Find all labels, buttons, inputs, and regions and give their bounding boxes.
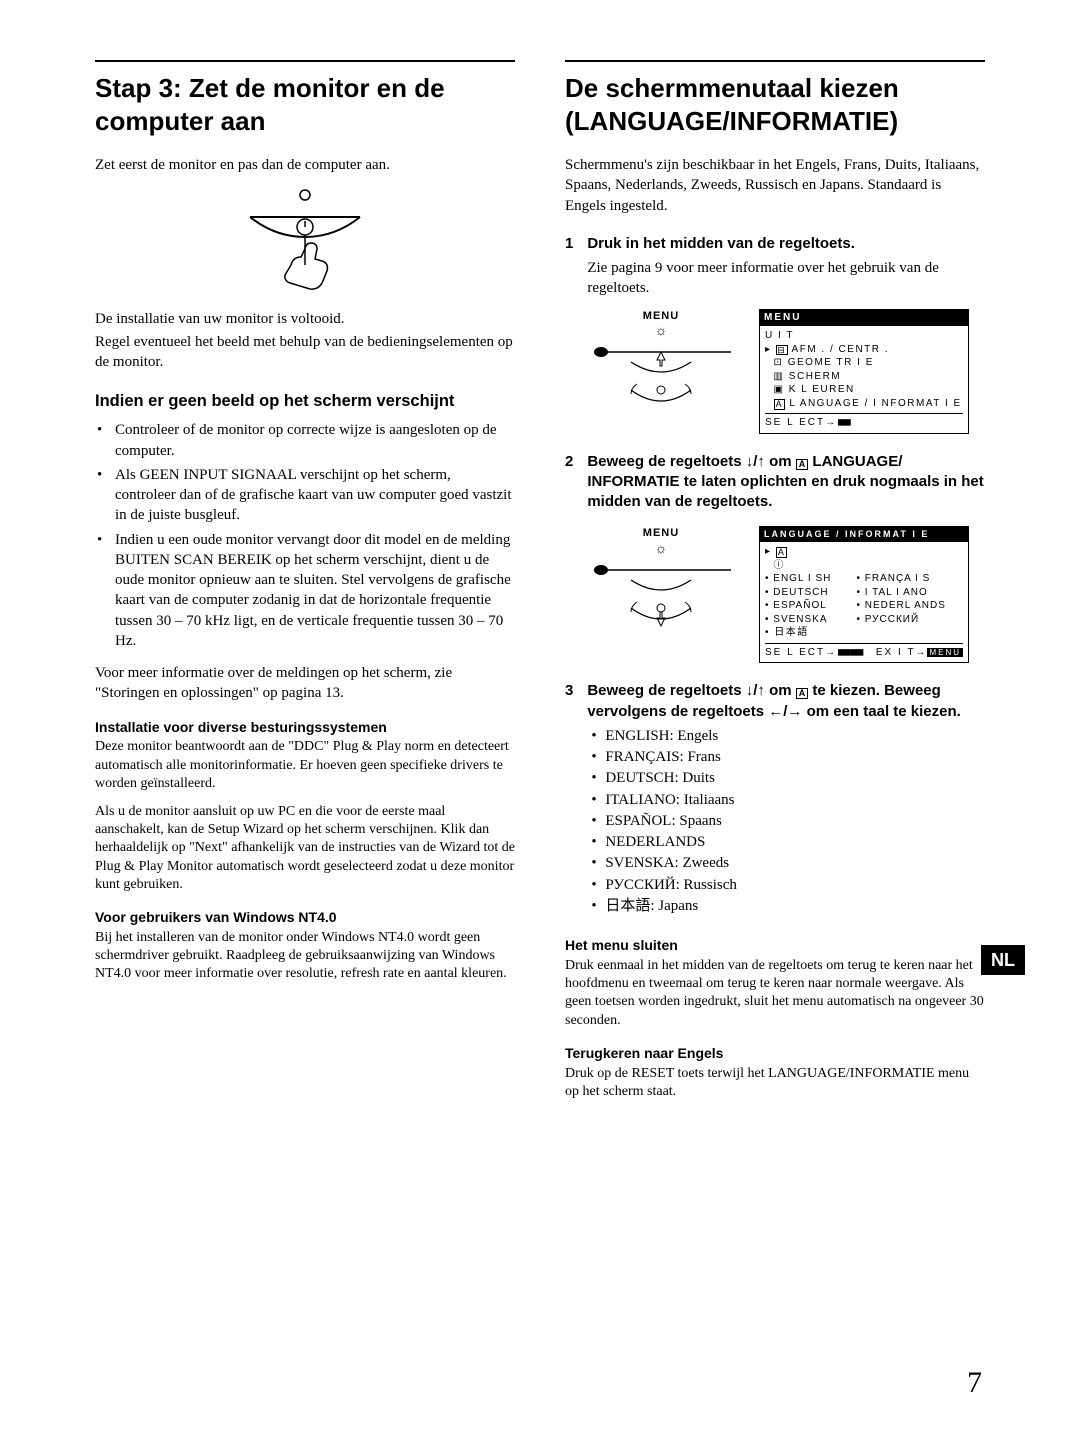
step-1-num: 1 xyxy=(565,234,573,299)
language-tab: NL xyxy=(981,945,1025,975)
reset-heading: Terugkeren naar Engels xyxy=(565,1044,985,1063)
left-intro: Zet eerst de monitor en pas dan de compu… xyxy=(95,155,515,175)
right-intro: Schermmenu's zijn beschikbaar in het Eng… xyxy=(565,155,985,216)
joystick-diagram-1: MENU ☼ xyxy=(591,309,731,419)
osd-menu-main: MENU U I T ⊟ AFM . / CENTR . ⊡ GEOME TR … xyxy=(759,309,969,434)
left-heading: Stap 3: Zet de monitor en de computer aa… xyxy=(95,72,515,137)
step-1-desc: Zie pagina 9 voor meer informatie over h… xyxy=(587,258,985,299)
bullet-1: Controleer of de monitor op correcte wij… xyxy=(111,420,515,461)
reset-body: Druk op de RESET toets terwijl het LANGU… xyxy=(565,1065,985,1101)
left-column: Stap 3: Zet de monitor en de computer aa… xyxy=(95,60,515,1111)
nt40-heading: Voor gebruikers van Windows NT4.0 xyxy=(95,908,515,927)
step-3: 3 Beweeg de regeltoets ↓/↑ om A te kieze… xyxy=(565,681,985,922)
step-2: 2 Beweeg de regeltoets ↓/↑ om A LANGUAGE… xyxy=(565,452,985,517)
right-heading: De schermmenutaal kiezen (LANGUAGE/INFOR… xyxy=(565,72,985,137)
install-os-heading: Installatie voor diverse besturingssyste… xyxy=(95,718,515,737)
more-info: Voor meer informatie over de meldingen o… xyxy=(95,663,515,704)
language-list: ENGLISH: Engels FRANÇAIS: Frans DEUTSCH:… xyxy=(587,726,985,916)
power-joystick-figure xyxy=(205,185,405,295)
step-2-figure: MENU ☼ LANGUAGE / INFORMAT I E A xyxy=(591,526,985,663)
right-column: De schermmenutaal kiezen (LANGUAGE/INFOR… xyxy=(565,60,985,1111)
no-image-bullets: Controleer of de monitor op correcte wij… xyxy=(95,420,515,651)
joystick-diagram-2: MENU ☼ xyxy=(591,526,731,636)
step-3-title: Beweeg de regeltoets ↓/↑ om A te kiezen.… xyxy=(587,681,985,722)
install-os-p1: Deze monitor beantwoordt aan de "DDC" Pl… xyxy=(95,738,515,793)
step-2-title: Beweeg de regeltoets ↓/↑ om A LANGUAGE/ … xyxy=(587,452,985,513)
step-3-num: 3 xyxy=(565,681,573,922)
page-number: 7 xyxy=(967,1363,982,1404)
step-1-figure: MENU ☼ MENU U I T ⊟ AFM . / CENTR . xyxy=(591,309,985,434)
step-1: 1 Druk in het midden van de regeltoets. … xyxy=(565,234,985,299)
close-menu-body: Druk eenmaal in het midden van de regelt… xyxy=(565,957,985,1030)
osd-menu-language: LANGUAGE / INFORMAT I E A ⓘ • ENGL I SH•… xyxy=(759,526,969,663)
step-1-title: Druk in het midden van de regeltoets. xyxy=(587,234,985,254)
no-image-heading: Indien er geen beeld op het scherm versc… xyxy=(95,390,515,412)
install-os-p2: Als u de monitor aansluit op uw PC en di… xyxy=(95,803,515,894)
close-menu-heading: Het menu sluiten xyxy=(565,936,985,955)
step-2-num: 2 xyxy=(565,452,573,517)
bullet-3: Indien u een oude monitor vervangt door … xyxy=(111,530,515,652)
bullet-2: Als GEEN INPUT SIGNAAL verschijnt op het… xyxy=(111,465,515,526)
install-done-1: De installatie van uw monitor is voltooi… xyxy=(95,309,515,329)
install-done-2: Regel eventueel het beeld met behulp van… xyxy=(95,332,515,373)
nt40-body: Bij het installeren van de monitor onder… xyxy=(95,929,515,984)
